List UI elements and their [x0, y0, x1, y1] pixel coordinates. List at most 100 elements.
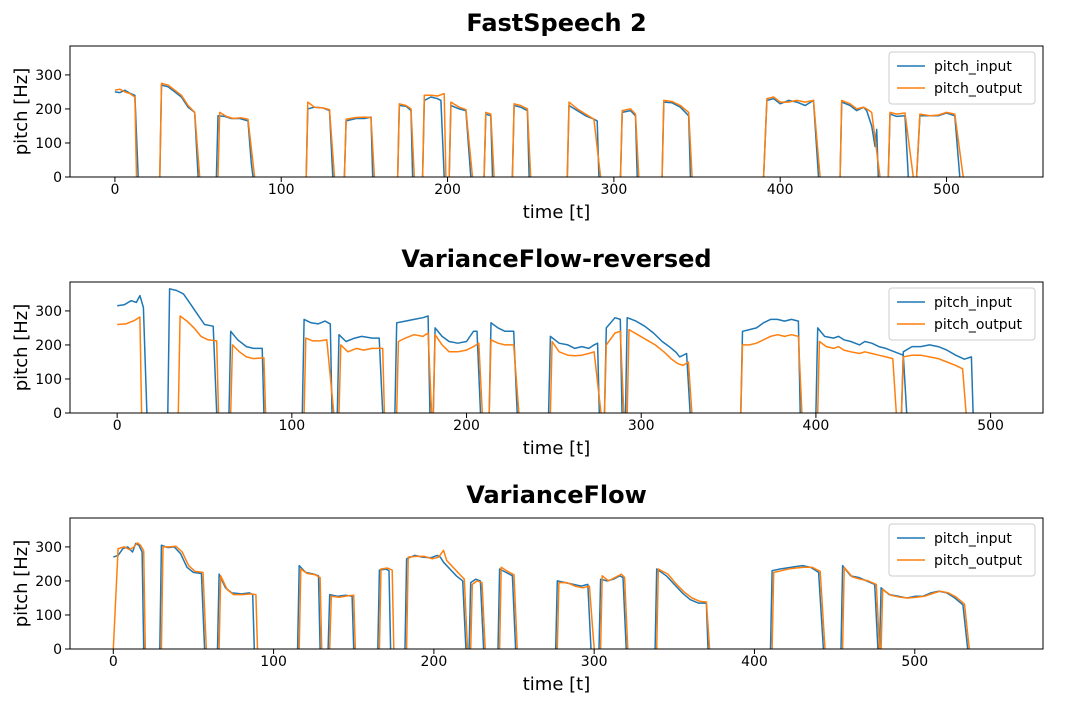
x-tick-label: 0	[109, 654, 118, 670]
series-line-pitch-output	[626, 328, 693, 413]
series-line-pitch-input	[887, 113, 910, 177]
series-line-pitch-output	[112, 542, 147, 649]
chart-title: VarianceFlow-reversed	[401, 245, 711, 273]
series-line-pitch-output	[448, 101, 474, 177]
series-line-pitch-input	[468, 578, 485, 649]
x-tick-label: 500	[933, 182, 960, 198]
series-line-pitch-output	[117, 316, 143, 413]
series-line-pitch-output	[839, 99, 881, 177]
series-line-pitch-input	[511, 104, 530, 177]
x-tick-label: 400	[803, 418, 830, 434]
x-tick-label: 0	[110, 182, 119, 198]
series-line-pitch-input	[305, 106, 334, 177]
y-tick-label: 200	[35, 574, 62, 590]
y-tick-label: 100	[35, 136, 62, 152]
series-line-pitch-input	[404, 554, 467, 649]
series-line-pitch-input	[327, 593, 355, 649]
series-line-pitch-output	[395, 332, 433, 413]
series-line-pitch-input	[159, 84, 199, 177]
x-tick-label: 500	[977, 418, 1004, 434]
series-line-pitch-input	[396, 104, 414, 177]
y-tick-label: 0	[53, 642, 62, 658]
x-tick-label: 400	[767, 182, 794, 198]
x-tick-label: 200	[421, 654, 448, 670]
series-line-pitch-output	[816, 340, 898, 413]
x-tick-label: 200	[453, 418, 480, 434]
series-line-pitch-input	[815, 327, 908, 413]
chart-panel-2: VarianceFlow-reversed 0 100 200 300 400 500 0 10…	[11, 245, 1044, 459]
legend: pitch_input pitch_output	[888, 287, 1036, 341]
series-line-pitch-input	[624, 316, 691, 413]
x-tick-label: 100	[260, 654, 287, 670]
series-line-pitch-output	[603, 330, 625, 413]
series-line-pitch-output	[566, 101, 602, 177]
legend: pitch_input pitch_output	[888, 523, 1036, 577]
x-tick-label: 300	[628, 418, 655, 434]
series-line-pitch-output	[900, 354, 967, 413]
series-line-pitch-output	[469, 580, 486, 649]
x-tick-label: 100	[278, 418, 305, 434]
series-line-pitch-output	[511, 103, 532, 177]
chart-panel-3: VarianceFlow 0 100 200 300 400 500 0 100 200 300 ti…	[11, 481, 1044, 695]
y-tick-label: 200	[35, 102, 62, 118]
series-line-pitch-output	[488, 339, 520, 413]
series-line-pitch-input	[228, 330, 265, 413]
series-line-pitch-output	[218, 575, 259, 649]
y-tick-label: 100	[35, 372, 62, 388]
y-tick-label: 300	[35, 540, 62, 556]
chart-panel-1: FastSpeech 2 0 100 200 300 400 500 0 100 200 300 ti…	[11, 9, 1044, 223]
series-line-pitch-output	[405, 549, 469, 649]
x-tick-label: 300	[601, 182, 628, 198]
x-tick-label: 400	[741, 654, 768, 670]
series-line-pitch-output	[432, 333, 484, 413]
series-line-pitch-input	[566, 104, 600, 177]
legend-label: pitch_input	[934, 295, 1012, 311]
series-line-pitch-input	[619, 109, 638, 177]
series-line-pitch-output	[887, 111, 915, 177]
x-tick-label: 200	[434, 182, 461, 198]
series-line-pitch-output	[740, 333, 803, 413]
series-line-pitch-output	[619, 108, 640, 177]
series-line-pitch-input	[216, 573, 256, 649]
series-line-pitch-input	[421, 96, 445, 177]
x-tick-label: 0	[113, 418, 122, 434]
series-line-pitch-output	[160, 545, 208, 649]
series-line-pitch-input	[167, 288, 218, 413]
series-line-pitch-input	[488, 322, 518, 413]
x-axis-label: time [t]	[523, 438, 591, 459]
series-line-pitch-input	[740, 318, 801, 413]
axes-frame	[69, 281, 1044, 414]
series-line-pitch-input	[547, 335, 601, 413]
series-line-pitch-output	[338, 344, 386, 413]
series-line-pitch-output	[396, 103, 416, 177]
series-line-pitch-output	[328, 594, 357, 649]
series-line-pitch-output	[655, 568, 711, 649]
plot-lines	[117, 288, 974, 413]
legend: pitch_input pitch_output	[888, 51, 1036, 105]
series-line-pitch-output	[556, 581, 595, 649]
series-line-pitch-input	[215, 115, 254, 177]
series-line-pitch-input	[661, 101, 692, 177]
series-line-pitch-output	[771, 566, 826, 649]
series-line-pitch-input	[159, 544, 206, 649]
series-line-pitch-input	[113, 542, 145, 649]
series-line-pitch-input	[394, 315, 431, 413]
series-line-pitch-input	[900, 344, 974, 413]
y-tick-label: 0	[53, 170, 62, 186]
series-line-pitch-output	[114, 88, 138, 177]
chart-title: VarianceFlow	[466, 481, 647, 509]
series-line-pitch-output	[483, 111, 495, 177]
legend-label: pitch_input	[934, 531, 1012, 547]
series-line-pitch-output	[217, 111, 256, 177]
series-line-pitch-output	[599, 573, 629, 649]
chart-title: FastSpeech 2	[466, 9, 646, 37]
legend-box	[888, 287, 1036, 341]
series-line-pitch-input	[432, 327, 482, 413]
y-tick-label: 100	[35, 608, 62, 624]
axes-frame	[69, 517, 1044, 650]
y-tick-label: 200	[35, 338, 62, 354]
series-line-pitch-input	[117, 294, 148, 413]
y-axis-label: pitch [Hz]	[11, 68, 32, 156]
series-line-pitch-output	[159, 82, 201, 177]
series-line-pitch-output	[177, 315, 220, 413]
